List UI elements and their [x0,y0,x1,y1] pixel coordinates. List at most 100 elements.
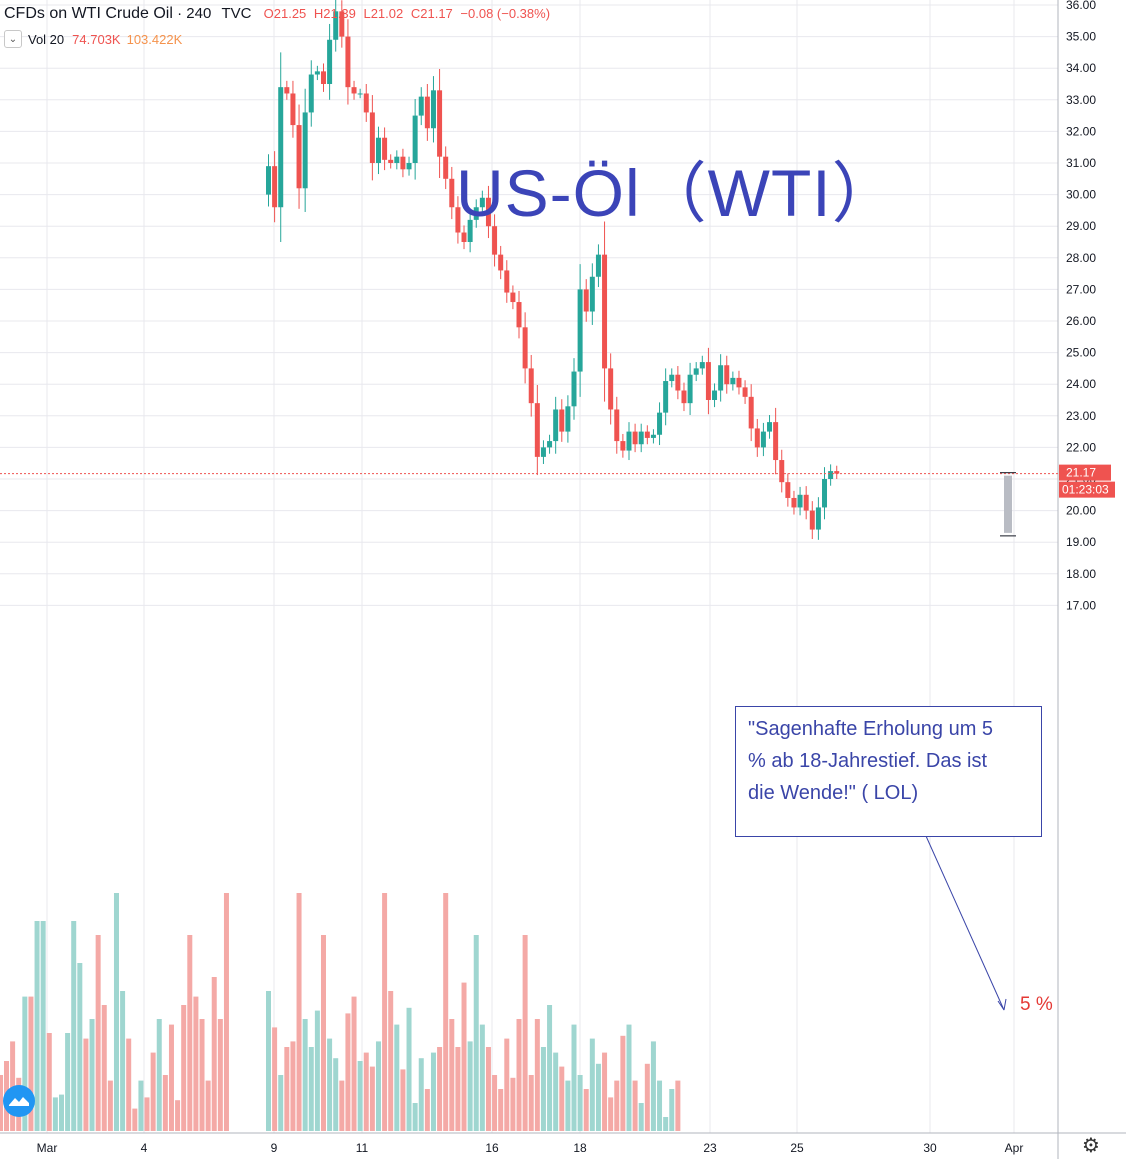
volume-bar [418,1058,424,1131]
volume-ma-value: 103.422K [126,31,183,47]
volume-bar [375,1041,381,1131]
volume-bar [559,1066,565,1131]
volume-bar [510,1077,516,1131]
chevron-down-icon[interactable]: ⌄ [4,30,22,48]
candle-body [278,87,284,208]
volume-bar [534,1019,540,1131]
candle-body [754,428,760,448]
candle-body [504,270,510,293]
candle-body [815,507,821,530]
y-tick-label: 19.00 [1066,535,1096,549]
candle-body [327,39,333,84]
volume-bar [34,921,40,1131]
candle-body [455,207,461,233]
volume-bar [113,893,119,1131]
volume-bar [95,935,101,1131]
volume-bar [320,935,326,1131]
volume-bar [327,1038,333,1131]
x-tick-label: Apr [1005,1141,1024,1155]
symbol-name[interactable]: CFDs on WTI Crude Oil [4,5,173,22]
volume-bar [394,1024,400,1131]
y-tick-label: 28.00 [1066,251,1096,265]
candle-body [339,11,345,37]
candle-body [736,377,742,388]
candle-body [357,93,363,95]
tradingview-logo-icon[interactable] [3,1085,35,1117]
settings-gear-icon[interactable]: ⚙ [1082,1135,1100,1157]
volume-bar [540,1047,546,1131]
volume-bar [52,1097,58,1131]
volume-bar [211,977,217,1131]
interval-label[interactable]: 240 [186,5,212,22]
candle-body [614,409,620,442]
candle-body [657,412,663,435]
candle-body [791,497,797,508]
candle-body [302,112,308,189]
candle-body [296,125,302,189]
candle-body [620,441,626,451]
x-tick-label: 23 [703,1141,717,1155]
candle-body [718,365,724,391]
callout-note[interactable]: "Sagenhafte Erholung um 5 % ab 18-Jahres… [735,706,1042,837]
y-tick-label: 17.00 [1066,598,1096,612]
symbol-header: CFDs on WTI Crude Oil · 240 TVC O21.25 H… [4,5,554,23]
volume-bar [107,1080,113,1131]
candle-body [822,479,828,508]
candle-body [724,365,730,385]
candle-body [705,362,711,400]
volume-bar [181,1005,187,1131]
candle-body [528,368,534,404]
volume-bar [492,1075,498,1131]
y-tick-label: 23.00 [1066,409,1096,423]
volume-bar [296,893,302,1131]
candle-body [320,71,326,84]
candle-body [314,71,320,75]
volume-bar [547,1005,553,1131]
candle-body [632,431,638,445]
volume-bar [266,991,271,1131]
volume-bar [101,1005,107,1131]
volume-bar [485,1047,491,1131]
candle-body [547,441,553,448]
volume-bar [473,935,479,1131]
volume-bar [40,921,46,1131]
candle-body [577,289,583,372]
candle-body [461,232,467,242]
candle-body [479,197,485,208]
candle-body [834,471,840,474]
title-annotation[interactable]: US-Öl（WTI） [456,156,899,230]
candle-body [375,137,381,163]
volume-bar [58,1094,64,1131]
volume-bar [22,996,28,1131]
y-tick-label: 22.00 [1066,440,1096,454]
volume-bar [424,1089,430,1131]
volume-bar [650,1041,656,1131]
volume-bar [187,935,193,1131]
measure-bar [1004,475,1012,533]
candle-body [571,371,577,407]
candle-body [638,431,644,445]
volume-bar [46,1033,52,1131]
candle-body [559,409,565,432]
x-tick-label: 9 [271,1141,278,1155]
candle-body [510,292,516,303]
note-line-2: % ab 18-Jahrestief. Das ist [748,750,987,772]
candle-body [345,36,351,88]
candle-body [687,374,693,404]
candle-body [424,96,430,129]
volume-label[interactable]: Vol 20 [28,31,65,47]
volume-bar [193,996,199,1131]
volume-bar [284,1047,290,1131]
candle-body [443,156,449,179]
volume-bar [498,1089,504,1131]
price-badge [1059,464,1111,481]
candle-body [394,156,400,163]
callout-arrow [925,835,1005,1011]
candle-body [595,254,601,277]
volume-bar [28,996,34,1131]
candle-body [363,93,369,113]
candle-body [644,431,650,438]
candle-body [540,447,546,457]
volume-bar [144,1097,150,1131]
